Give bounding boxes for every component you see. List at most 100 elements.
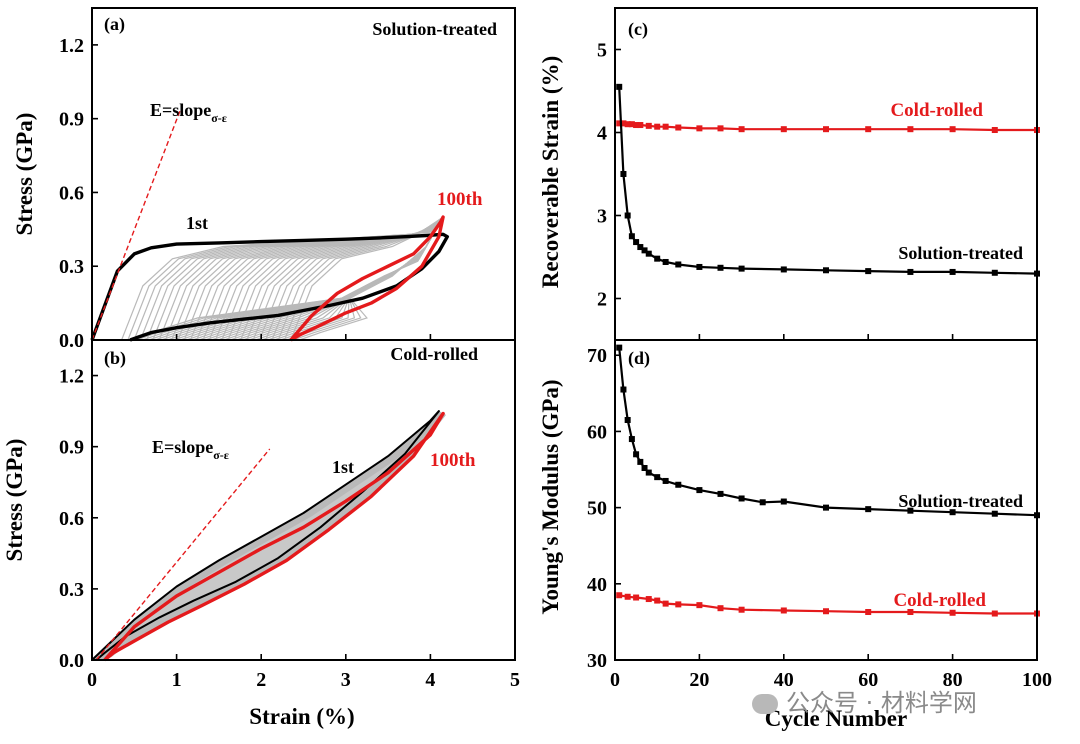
panel-b-series-1st — [91, 410, 440, 661]
panel-b-ylabel: Stress (GPa) — [2, 439, 27, 562]
panel-b-xtick-label: 1 — [172, 669, 182, 691]
panel-c-point-cold-rolled — [823, 126, 829, 133]
panel-c-point-cold-rolled — [717, 125, 724, 132]
panel-c-point-cold-rolled — [780, 126, 787, 133]
panel-a-ylabel: Stress (GPa) — [12, 113, 37, 236]
panel-c-point-solution-treated — [662, 258, 669, 265]
panel-a-ytick-label: 0.9 — [59, 109, 84, 131]
panel-d-point-solution-treated — [624, 417, 631, 423]
panel-c-point-solution-treated — [654, 255, 661, 262]
panel-d-point-cold-rolled — [616, 592, 623, 599]
panel-a-equation-subscript: σ-ε — [211, 111, 227, 125]
panel-b-stress-strain-cold-rolled: 0.0 0.3 0.6 0.9 1.2 0 1 2 3 4 5 (b) Cold-rolled E=slo… — [2, 339, 520, 729]
panel-c-point-cold-rolled — [738, 126, 745, 133]
panel-c-ytick-label: 2 — [597, 289, 607, 311]
panel-b-series-100th — [103, 411, 445, 662]
panel-b-ytick-label: 1.2 — [59, 366, 84, 388]
panel-c-point-solution-treated — [641, 247, 648, 254]
panel-c-point-solution-treated — [738, 265, 745, 272]
panel-d-point-solution-treated — [637, 458, 644, 465]
panel-c-point-solution-treated — [696, 263, 703, 270]
panel-d-xtick-label: 20 — [689, 669, 709, 691]
panel-d-frame — [614, 339, 1038, 661]
panel-c-point-solution-treated — [633, 239, 640, 246]
panel-b-intermediate-cycle — [95, 412, 443, 661]
panel-c-point-solution-treated — [616, 83, 623, 90]
panel-d-point-cold-rolled — [633, 594, 640, 601]
panel-d-point-solution-treated — [616, 344, 623, 351]
panel-d-xtick-label: 0 — [610, 669, 620, 691]
panel-c-frame — [614, 7, 1038, 341]
panel-d-point-cold-rolled — [949, 609, 956, 616]
panel-b-letter: (b) — [104, 348, 126, 369]
panel-c-point-cold-rolled — [991, 127, 998, 134]
panel-d-point-solution-treated — [780, 498, 787, 505]
panel-a-stress-strain-solution-treated: 0.0 0.3 0.6 0.9 1.2 (a) Solution-treated E=slop… — [12, 7, 516, 352]
panel-c-ytick-label: 3 — [597, 206, 607, 228]
panel-a-label-1st: 1st — [186, 213, 208, 233]
panel-a-series-modulus-line — [91, 108, 182, 341]
panel-b-xtick-label: 5 — [510, 669, 520, 691]
panel-c-point-solution-treated — [675, 261, 682, 268]
panel-d-point-solution-treated — [991, 510, 998, 517]
panel-c-point-cold-rolled — [616, 120, 623, 127]
panel-d-xtick-label: 100 — [1022, 669, 1052, 691]
panel-c-point-cold-rolled — [624, 121, 631, 128]
panel-c-legend-cold-rolled: Cold-rolled — [890, 100, 983, 121]
panel-a-letter: (a) — [104, 14, 125, 35]
panel-d-point-solution-treated — [759, 499, 766, 506]
panel-d-point-cold-rolled — [675, 601, 682, 608]
panel-b-xtick-label: 2 — [256, 669, 266, 691]
panel-c-point-solution-treated — [865, 268, 872, 275]
panel-c-point-solution-treated — [949, 268, 956, 275]
panel-c-point-cold-rolled — [675, 124, 682, 131]
panel-d-legend-cold-rolled: Cold-rolled — [893, 590, 986, 611]
panel-d-point-cold-rolled — [645, 596, 652, 603]
panel-d-ylabel: Young's Modulus (GPa) — [538, 379, 563, 614]
panel-b-series-modulus-line — [95, 448, 271, 661]
panel-a-label-100th: 100th — [437, 189, 483, 210]
panel-c-letter: (c) — [628, 19, 648, 40]
panel-d-legend-solution-treated: Solution-treated — [898, 491, 1023, 511]
panel-d-youngs-modulus: 30 40 50 60 70 0 20 40 60 80 100 (d) Solution-treate… — [538, 339, 1052, 731]
panel-d-ytick-label: 70 — [587, 345, 607, 367]
panel-d-point-solution-treated — [620, 386, 627, 393]
panel-b-xtick-label: 0 — [87, 669, 97, 691]
panel-d-ytick-label: 50 — [587, 498, 607, 520]
wechat-icon — [752, 694, 778, 714]
panel-d-point-solution-treated — [633, 451, 640, 458]
panel-c-point-cold-rolled — [637, 122, 644, 129]
panel-c-point-cold-rolled — [654, 123, 661, 130]
panel-c-ytick-label: 5 — [597, 40, 607, 62]
panel-d-point-cold-rolled — [780, 607, 787, 614]
panel-d-point-cold-rolled — [823, 608, 829, 615]
panel-d-xtick-label: 60 — [858, 669, 878, 691]
panel-b-label-100th: 100th — [430, 450, 476, 471]
panel-c-point-solution-treated — [823, 267, 829, 274]
panel-d-xlabel: Cycle Number — [765, 706, 907, 731]
panel-c-point-solution-treated — [717, 264, 724, 271]
panel-d-series-solution-treated — [618, 347, 1038, 517]
panel-b-xtick-label: 4 — [425, 669, 435, 691]
panel-c-ylabel: Recoverable Strain (%) — [538, 56, 563, 289]
panel-d-point-solution-treated — [696, 487, 703, 494]
panel-c-point-solution-treated — [907, 268, 914, 275]
panel-d-ytick-label: 60 — [587, 421, 607, 443]
panel-c-point-solution-treated — [780, 266, 787, 273]
panel-d-letter: (d) — [628, 348, 650, 369]
panel-c-point-cold-rolled — [865, 126, 872, 133]
panel-c-point-cold-rolled — [645, 122, 652, 129]
panel-d-xtick-label: 80 — [943, 669, 963, 691]
panel-b-equation-subscript: σ-ε — [213, 448, 229, 462]
panel-b-annotation: Cold-rolled — [390, 344, 478, 364]
panel-a-equation: E=slopeσ-ε — [150, 100, 227, 125]
panel-b-ytick-label: 0.0 — [59, 650, 84, 672]
panel-d-point-cold-rolled — [907, 609, 914, 615]
panel-d-point-solution-treated — [628, 436, 635, 443]
watermark-text: 公众号 · 材料学网 — [786, 689, 977, 717]
panel-d-point-solution-treated — [641, 465, 648, 471]
panel-a-ytick-label: 1.2 — [59, 35, 84, 57]
panel-d-point-solution-treated — [675, 481, 682, 488]
panel-b-equation: E=slopeσ-ε — [152, 437, 229, 462]
